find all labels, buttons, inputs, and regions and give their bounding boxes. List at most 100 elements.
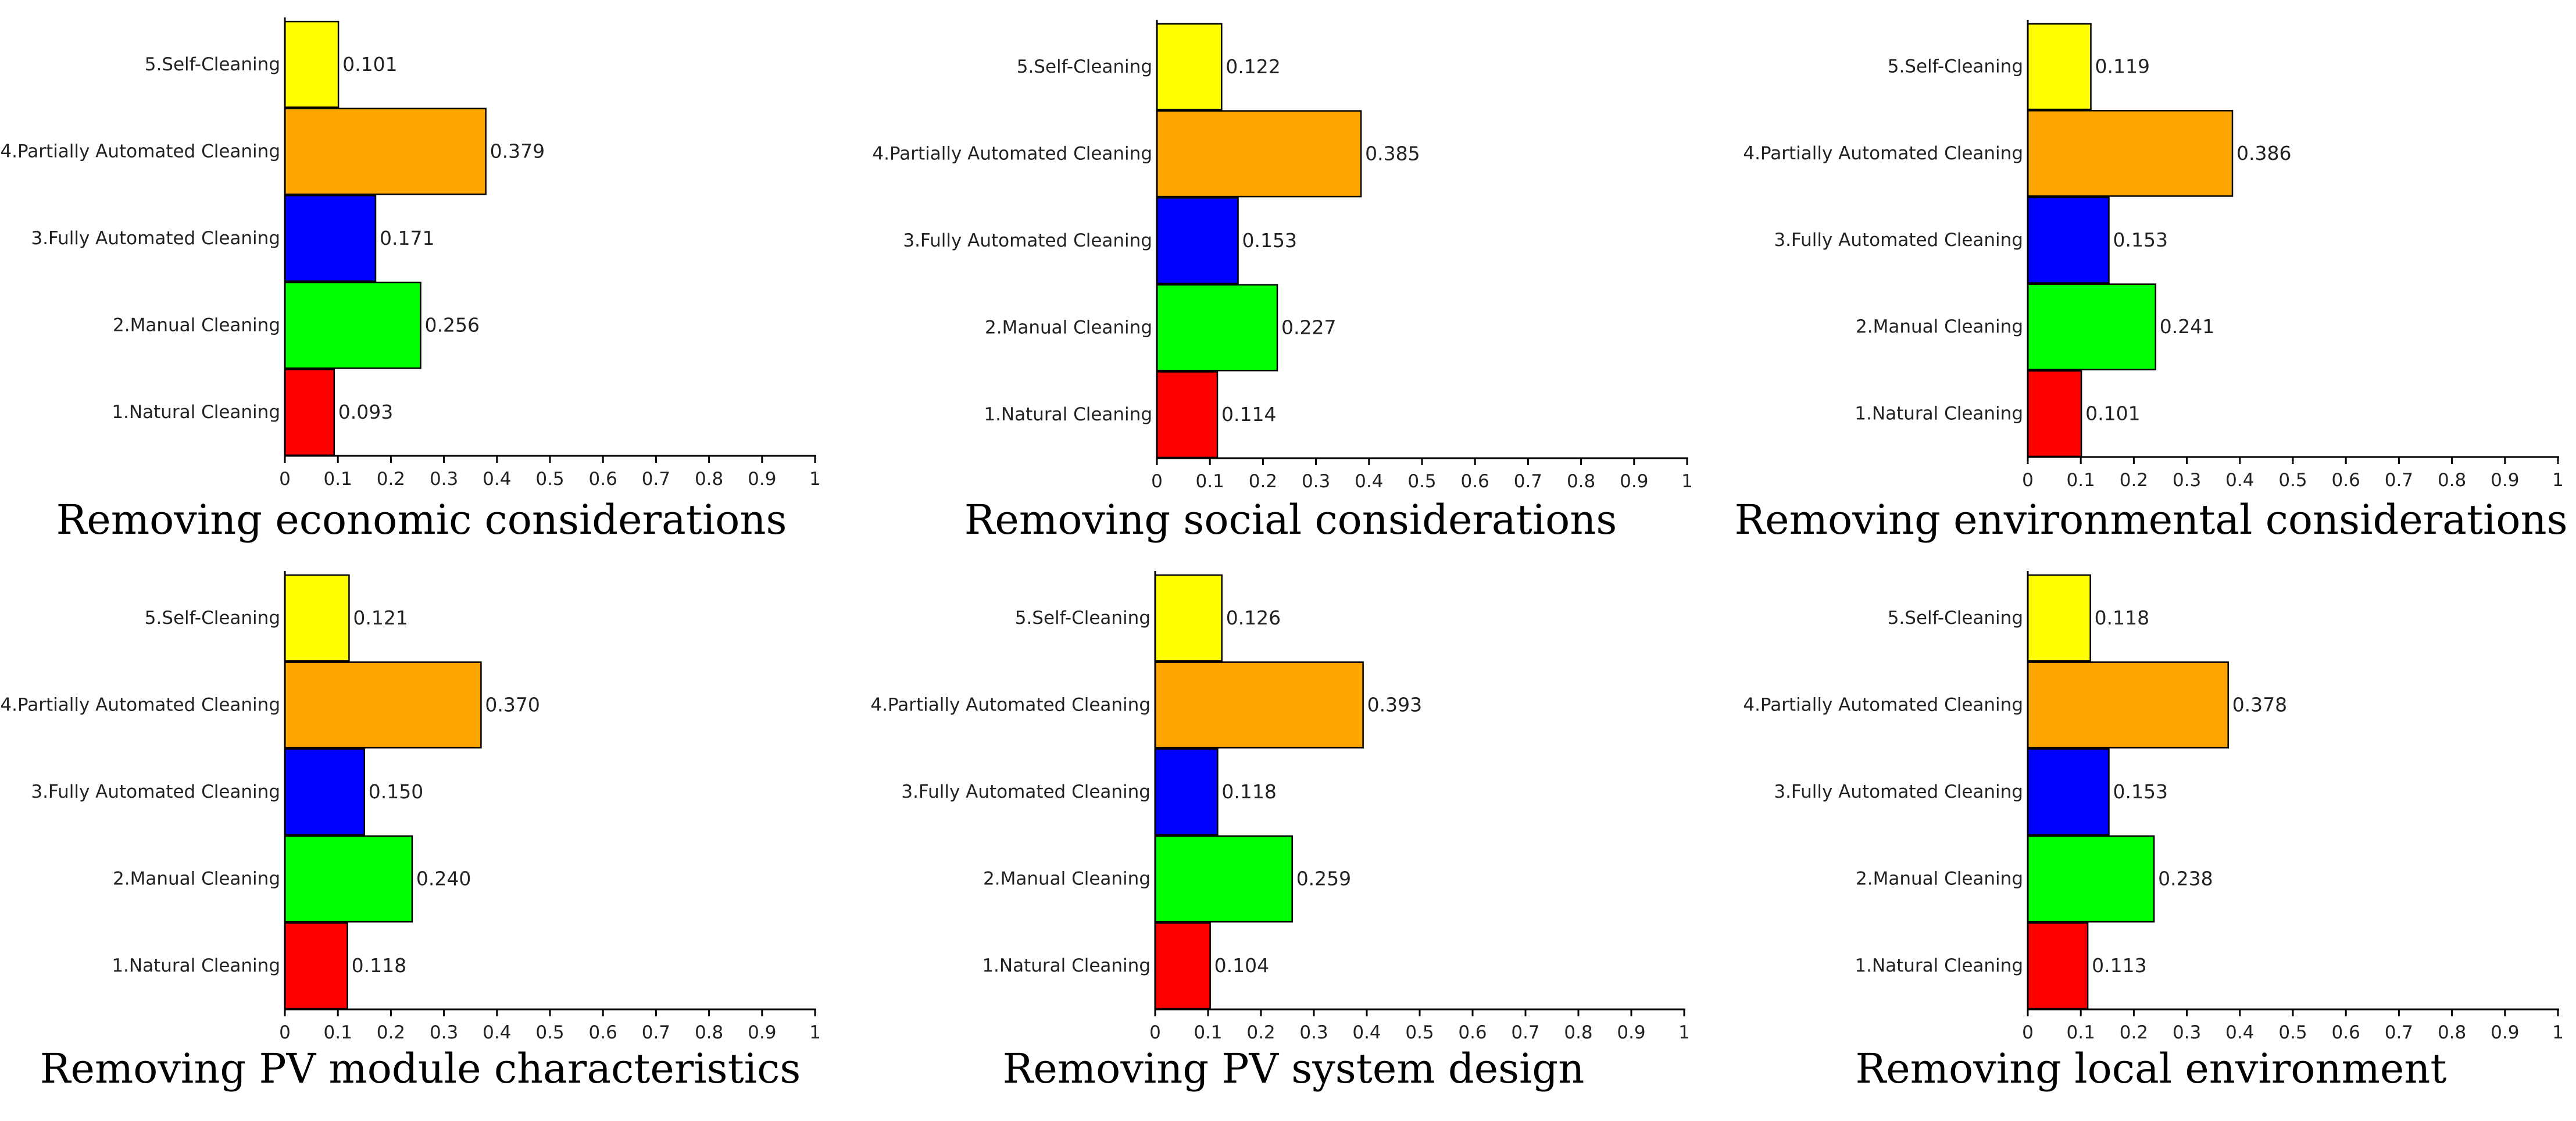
x-tick-label: 0.3	[1299, 1022, 1328, 1043]
data-label: 0.153	[2113, 229, 2168, 251]
x-tick-label: 0.8	[2438, 470, 2466, 491]
chart-panel-6: 5.Self-Cleaning 0.118 4.Partially Automate…	[1743, 571, 2564, 1093]
category-label: 1.Natural Cleaning	[112, 402, 280, 423]
x-tick-label: 0.4	[1352, 1022, 1381, 1043]
x-tick-label: 0.7	[1514, 471, 1542, 492]
x-tick-label: 0.2	[1249, 471, 1277, 492]
chart-panel-3: 5.Self-Cleaning 0.119 4.Partially Automate…	[1734, 20, 2568, 544]
category-label: 3.Fully Automated Cleaning	[1774, 781, 2023, 802]
category-label: 1.Natural Cleaning	[1855, 955, 2023, 976]
data-label: 0.118	[2095, 606, 2149, 629]
data-label: 0.118	[1221, 780, 1276, 803]
chart-panel-4: 5.Self-Cleaning 0.121 4.Partially Automate…	[0, 571, 821, 1093]
x-tick-label: 0.9	[2491, 1022, 2519, 1043]
panel-caption: Removing local environment	[1856, 1045, 2447, 1093]
x-tick-label: 0	[2022, 1022, 2034, 1043]
data-label: 0.101	[2085, 402, 2140, 424]
bar-5-1	[1154, 574, 1223, 662]
x-tick-label: 0	[279, 1022, 291, 1043]
data-label: 0.378	[2232, 693, 2287, 716]
category-label: 3.Fully Automated Cleaning	[901, 781, 1151, 802]
x-tick-label: 0.6	[2332, 1022, 2360, 1043]
x-tick-label: 1	[2552, 470, 2564, 491]
x-tick-label: 0.5	[535, 469, 564, 490]
bar-4-5	[284, 922, 348, 1010]
x-tick-label: 0.6	[589, 1022, 617, 1043]
x-tick-label: 0	[1151, 471, 1163, 492]
category-label: 5.Self-Cleaning	[1888, 56, 2023, 77]
x-tick-label: 0.2	[377, 1022, 405, 1043]
x-tick-label: 0.1	[1196, 471, 1224, 492]
x-tick-label: 0.5	[2278, 470, 2307, 491]
x-tick-label: 0.2	[2120, 1022, 2148, 1043]
x-tick-label: 1	[1678, 1022, 1690, 1043]
x-tick-label: 0.1	[324, 1022, 352, 1043]
x-tick-label: 0.2	[2120, 470, 2148, 491]
panel-caption: Removing PV module characteristics	[40, 1045, 801, 1093]
data-label: 0.171	[380, 227, 434, 249]
x-tick-label: 0.5	[1405, 1022, 1434, 1043]
category-label: 2.Manual Cleaning	[113, 315, 280, 336]
bar-2-2	[1156, 110, 1362, 198]
bar-6-5	[2027, 922, 2089, 1010]
x-tick-label: 0.6	[2332, 470, 2360, 491]
data-label: 0.370	[485, 693, 540, 716]
data-label: 0.238	[2158, 867, 2213, 890]
x-tick-label: 0.8	[2438, 1022, 2466, 1043]
x-tick-label: 0.4	[2225, 470, 2254, 491]
x-tick-label: 0.8	[1564, 1022, 1592, 1043]
category-label: 4.Partially Automated Cleaning	[1743, 143, 2023, 164]
data-label: 0.126	[1226, 606, 1281, 629]
x-tick-label: 0.4	[483, 1022, 511, 1043]
data-label: 0.121	[353, 606, 408, 629]
category-label: 5.Self-Cleaning	[1015, 608, 1151, 629]
category-label: 5.Self-Cleaning	[1017, 56, 1152, 77]
x-tick-label: 0	[279, 469, 291, 490]
data-label: 0.241	[2160, 315, 2214, 338]
x-tick-label: 1	[2552, 1022, 2564, 1043]
category-label: 3.Fully Automated Cleaning	[31, 781, 280, 802]
category-label: 2.Manual Cleaning	[1856, 869, 2023, 890]
data-label: 0.379	[490, 140, 545, 162]
category-label: 2.Manual Cleaning	[1856, 316, 2023, 337]
category-label: 2.Manual Cleaning	[983, 869, 1151, 890]
data-label: 0.118	[352, 954, 406, 977]
category-label: 3.Fully Automated Cleaning	[903, 230, 1152, 251]
x-tick-label: 0.5	[1407, 471, 1436, 492]
x-tick-label: 0.1	[2067, 470, 2095, 491]
x-tick-label: 0.8	[695, 1022, 723, 1043]
bar-6-1	[2027, 574, 2091, 662]
x-tick-label: 0.6	[1458, 1022, 1487, 1043]
x-tick-label: 0.2	[377, 469, 405, 490]
panel-caption: Removing PV system design	[1003, 1045, 1585, 1093]
x-tick-label: 0.1	[324, 469, 352, 490]
panel-caption: Removing economic considerations	[56, 496, 787, 544]
x-tick-label: 0.3	[430, 1022, 458, 1043]
x-tick-label: 0.4	[2225, 1022, 2254, 1043]
bar-4-3	[284, 748, 366, 836]
data-label: 0.256	[425, 314, 480, 337]
x-tick-label: 1	[809, 1022, 821, 1043]
category-label: 4.Partially Automated Cleaning	[0, 694, 280, 715]
category-label: 1.Natural Cleaning	[112, 955, 280, 976]
x-tick-label: 0.3	[430, 469, 458, 490]
data-label: 0.114	[1221, 403, 1276, 426]
x-tick-label: 0.9	[1620, 471, 1648, 492]
bar-2-3	[1156, 197, 1239, 284]
category-label: 4.Partially Automated Cleaning	[0, 141, 280, 162]
bar-1-4	[284, 281, 421, 369]
x-tick-label: 0.6	[589, 469, 617, 490]
bar-1-5	[284, 369, 335, 456]
category-label: 2.Manual Cleaning	[113, 869, 280, 890]
x-tick-label: 0.7	[1511, 1022, 1539, 1043]
data-label: 0.393	[1367, 693, 1422, 716]
x-tick-label: 0.7	[642, 469, 670, 490]
x-tick-label: 0.8	[695, 469, 723, 490]
bar-2-4	[1156, 284, 1278, 372]
data-label: 0.240	[416, 867, 471, 890]
bar-4-2	[284, 661, 482, 749]
x-tick-label: 0	[2022, 470, 2034, 491]
x-tick-label: 0.9	[1617, 1022, 1645, 1043]
x-tick-label: 0.1	[1194, 1022, 1222, 1043]
